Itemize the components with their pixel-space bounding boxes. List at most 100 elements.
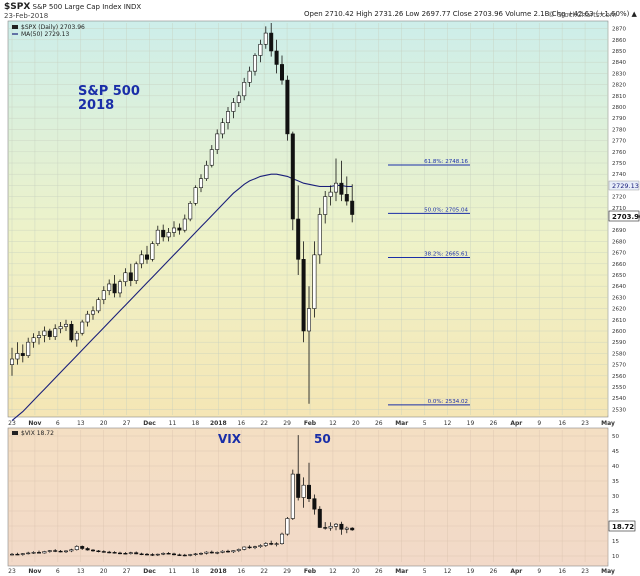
price-x-tick-label: 18 xyxy=(192,420,200,427)
vix-candle xyxy=(269,540,274,546)
vix-candle-body xyxy=(285,518,290,535)
price-x-tick-label: 23 xyxy=(8,420,16,427)
vix-candle-body xyxy=(145,553,150,556)
price-x-axis: 23 Nov 6 13 20 27 Dec 11 18 2018 16 22 29 Feb 12 20 26 Ma… xyxy=(8,420,615,427)
vix-candle xyxy=(333,523,338,531)
spx-candle-body xyxy=(323,196,328,215)
spx-candle-body xyxy=(220,122,225,135)
spx-candle-body xyxy=(177,227,182,231)
spx-candle-body xyxy=(317,214,322,256)
vix-candle xyxy=(145,553,150,556)
vix-x-tick-label: 13 xyxy=(77,568,85,575)
spx-candles xyxy=(10,23,355,404)
spx-candle xyxy=(323,191,328,224)
vix-candle-body xyxy=(80,546,85,549)
spx-candle-body xyxy=(10,358,15,365)
vix-candle-body xyxy=(36,552,41,554)
stockcharts-watermark: © StockCharts.com xyxy=(548,11,617,19)
vix-candle-body xyxy=(317,508,322,528)
spx-candle-body xyxy=(209,149,214,166)
vix-candle xyxy=(220,550,225,554)
price-x-tick-label: Feb xyxy=(304,420,317,427)
vix-candle xyxy=(274,542,279,547)
vix-candle xyxy=(36,550,41,554)
vix-candle xyxy=(128,551,133,555)
spx-candle xyxy=(253,53,258,76)
vix-x-tick-label: 16 xyxy=(558,568,566,575)
spx-candle-body xyxy=(166,232,171,238)
spx-candle-body xyxy=(350,200,355,215)
price-tick-label: 2800 xyxy=(612,105,626,111)
price-tick-label: 2530 xyxy=(612,407,626,413)
spx-candle-body xyxy=(263,32,268,45)
spx-candle xyxy=(301,241,306,343)
vix-candle xyxy=(139,552,144,556)
vix-candle-body xyxy=(323,527,328,529)
spx-candle-body xyxy=(112,283,117,294)
price-tick-label: 2810 xyxy=(612,94,626,100)
price-x-tick-label: 26 xyxy=(490,420,498,427)
price-tick-label: 2670 xyxy=(612,251,626,257)
spx-candle-body xyxy=(118,281,123,294)
spx-candle xyxy=(344,176,349,206)
spx-candle xyxy=(199,174,204,193)
spx-candle-body xyxy=(172,227,177,233)
price-tick-label: 2620 xyxy=(612,307,626,313)
price-x-tick-label: Nov xyxy=(28,420,41,427)
vix-candle-body xyxy=(166,552,171,555)
price-x-tick-label: 12 xyxy=(329,420,337,427)
vix-x-tick-label: 23 xyxy=(8,568,16,575)
spx-candle xyxy=(350,184,355,223)
vix-x-tick-label: 23 xyxy=(581,568,589,575)
vix-y-axis: 101520253035404550 xyxy=(612,434,619,560)
spx-candle-body xyxy=(15,353,20,360)
price-y-axis: 2530 2540 2550 2560 2570 2580 2590 2600 2610 2620… xyxy=(612,27,626,414)
spx-candle xyxy=(220,118,225,139)
vix-candle-body xyxy=(269,543,274,545)
vix-tick-label: 45 xyxy=(612,449,619,455)
spx-candle xyxy=(64,319,69,331)
vix-candle xyxy=(290,469,295,520)
vix-candle-body xyxy=(15,553,20,556)
price-tick-label: 2860 xyxy=(612,38,626,44)
vix-x-tick-label: 9 xyxy=(537,568,541,575)
vix-x-tick-label: 6 xyxy=(56,568,60,575)
spx-candle xyxy=(96,297,101,314)
spx-candle-body xyxy=(269,32,274,52)
vix-x-tick-label: 2018 xyxy=(210,568,227,575)
ma50-line xyxy=(11,173,353,422)
vix-candle-body xyxy=(247,546,252,549)
price-tick-label: 2690 xyxy=(612,228,626,234)
chart-header: $SPX S&P 500 Large Cap Index INDX 23-Feb… xyxy=(0,0,640,22)
vix-candle xyxy=(204,551,209,555)
vix-x-tick-label: 27 xyxy=(123,568,131,575)
spx-candle-body xyxy=(155,229,160,244)
vix-candle xyxy=(80,545,85,550)
spx-candle-body xyxy=(301,259,306,332)
vix-candle-body xyxy=(58,550,63,553)
spx-candle xyxy=(290,131,295,231)
spx-candle-body xyxy=(333,182,338,193)
vix-last-value: 18.72 xyxy=(612,523,634,531)
vix-candle xyxy=(177,553,182,556)
price-x-tick-label: 23 xyxy=(581,420,589,427)
price-tick-label: 2550 xyxy=(612,385,626,391)
spx-candle xyxy=(209,145,214,168)
price-tick-label: 2600 xyxy=(612,329,626,335)
legend-spx: $SPX (Daily) 2703.96 xyxy=(21,24,85,31)
vix-candle xyxy=(112,551,117,554)
spx-candle xyxy=(107,279,112,296)
vix-candle-body xyxy=(31,552,36,554)
price-x-tick-label: 22 xyxy=(260,420,268,427)
vix-candle-body xyxy=(193,553,198,556)
vix-x-tick-label: 18 xyxy=(192,568,200,575)
price-tick-label: 2790 xyxy=(612,116,626,122)
price-x-tick-label: 12 xyxy=(444,420,452,427)
spx-candle-body xyxy=(139,254,144,265)
spx-candle xyxy=(15,342,20,365)
spx-candle xyxy=(36,331,41,345)
price-x-tick-label: 20 xyxy=(352,420,360,427)
price-x-tick-label: 2018 xyxy=(210,420,227,427)
vix-candle xyxy=(323,522,328,530)
vix-candle xyxy=(312,494,317,515)
